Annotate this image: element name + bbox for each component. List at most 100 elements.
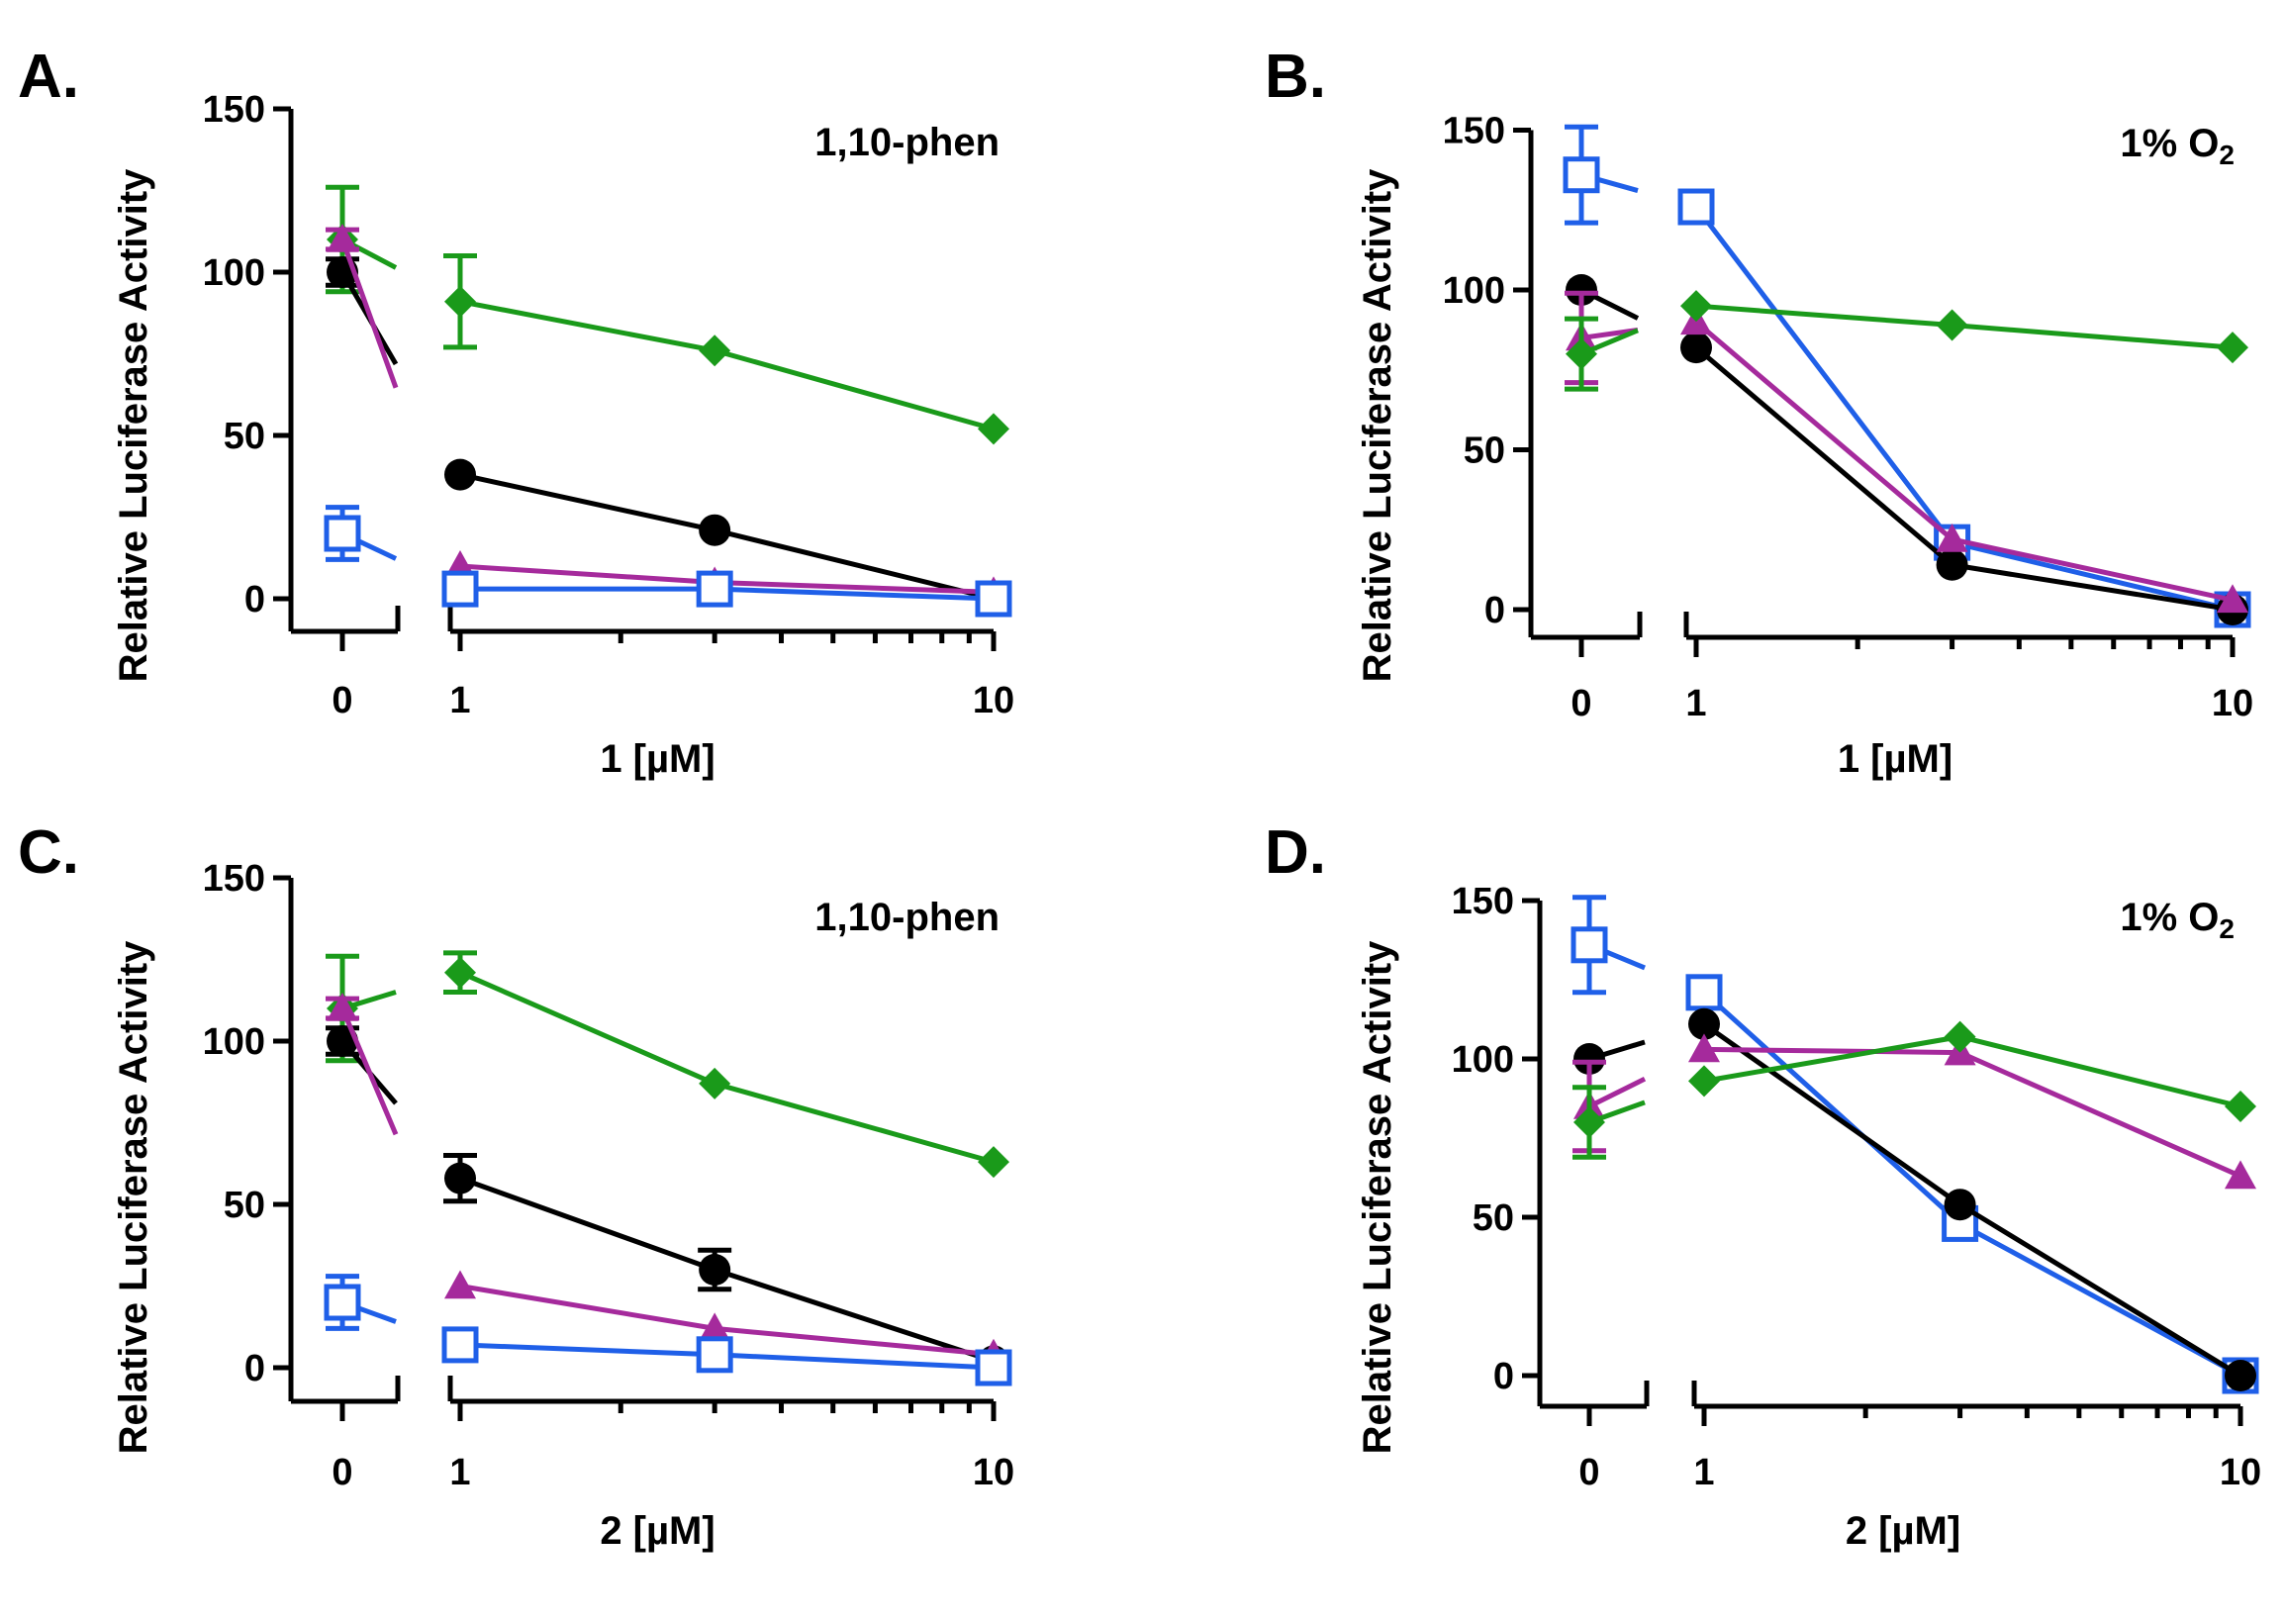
blue-square-marker — [975, 1349, 1012, 1386]
black-circle-marker — [2225, 1360, 2256, 1391]
blue-square-marker — [1677, 188, 1715, 226]
series-black-circle — [326, 1025, 1009, 1378]
black-circle-marker — [444, 458, 476, 491]
series-line — [459, 299, 995, 431]
x-axis-label: 2 [µM] — [600, 1509, 714, 1553]
y-tick-label: 50 — [224, 1185, 265, 1226]
y-tick-label: 0 — [1484, 590, 1505, 631]
green-diamond-marker — [2225, 1091, 2256, 1122]
black-circle-marker — [1688, 1007, 1720, 1040]
y-tick-label: 100 — [203, 252, 265, 294]
series-black-circle — [1566, 274, 2248, 625]
series-line-stub — [1580, 328, 1639, 340]
condition-title: 1,10-phen — [814, 121, 1000, 164]
green-diamond-marker — [1688, 1065, 1720, 1098]
condition-title-text: 1% O — [2120, 896, 2219, 939]
series-green-diamond — [1565, 290, 2248, 392]
magenta-triangle-marker — [327, 993, 358, 1021]
y-tick-label: 150 — [203, 89, 265, 131]
y-axis-label: Relative Luciferase Activity — [1356, 168, 1399, 683]
panel-label: C. — [18, 818, 79, 887]
series-green-diamond — [326, 950, 1009, 1179]
y-tick-label: 100 — [1443, 270, 1505, 312]
magenta-triangle-marker — [1936, 523, 1968, 552]
green-diamond-marker — [978, 1146, 1009, 1179]
x-tick-label: 1 — [449, 1452, 470, 1493]
condition-title: 1% O2 — [2120, 896, 2235, 944]
panel-c: C. 1,10-phen 0 50 100 150 Relative Luciferase … — [18, 818, 1014, 1553]
blue-square-marker — [324, 515, 361, 552]
x-axis-label: 1 [µM] — [600, 737, 714, 781]
blue-square-marker — [975, 580, 1012, 618]
blue-square-marker — [1571, 926, 1608, 964]
blue-square-marker — [696, 570, 733, 608]
x-axis-label: 1 [µM] — [1838, 737, 1952, 781]
black-circle-marker — [1936, 548, 1968, 581]
magenta-triangle-marker — [2217, 584, 2248, 614]
green-diamond-marker — [1944, 1020, 1976, 1053]
series-line — [459, 970, 995, 1165]
y-axis-label: Relative Luciferase Activity — [112, 940, 155, 1455]
y-tick-label: 150 — [203, 858, 265, 900]
y-tick-label: 150 — [1452, 881, 1514, 922]
magenta-triangle-marker — [444, 1270, 476, 1299]
y-tick-label: 0 — [244, 579, 265, 621]
green-diamond-marker — [1573, 1106, 1605, 1138]
black-circle-marker — [699, 514, 731, 546]
series-blue-square — [1563, 124, 2251, 628]
blue-square-marker — [324, 1284, 361, 1321]
x-tick-label: 10 — [2212, 683, 2253, 724]
condition-title-text: 1,10-phen — [814, 121, 1000, 164]
condition-title-subscript: 2 — [2219, 140, 2235, 170]
x-axis-label: 2 [µM] — [1846, 1509, 1960, 1553]
series-line-stub — [1587, 1076, 1647, 1109]
blue-square-marker — [1563, 156, 1600, 194]
condition-title: 1,10-phen — [814, 896, 1000, 939]
condition-title-text: 1% O — [2120, 122, 2219, 165]
x-tick-label: 0 — [332, 1452, 352, 1493]
green-diamond-marker — [444, 285, 476, 318]
magenta-triangle-marker — [327, 224, 358, 252]
series-green-diamond — [1572, 1020, 2256, 1160]
series-black-circle — [1573, 1007, 2256, 1391]
x-tick-label: 0 — [1571, 683, 1591, 724]
series-blue-square — [324, 1274, 1012, 1386]
green-diamond-marker — [2217, 332, 2248, 364]
x-tick-label: 10 — [973, 680, 1014, 721]
y-tick-label: 0 — [1493, 1356, 1514, 1397]
y-tick-label: 100 — [203, 1021, 265, 1063]
black-circle-marker — [1680, 332, 1712, 364]
green-diamond-marker — [1936, 309, 1968, 341]
y-axis-label: Relative Luciferase Activity — [1356, 940, 1399, 1455]
series-magenta-triangle — [1572, 1033, 2256, 1190]
magenta-triangle-marker — [1688, 1033, 1720, 1063]
y-axis-label: Relative Luciferase Activity — [112, 168, 155, 683]
x-tick-label: 1 — [1685, 683, 1706, 724]
y-tick-label: 50 — [1464, 430, 1505, 472]
green-diamond-marker — [978, 413, 1009, 445]
series-green-diamond — [326, 184, 1009, 445]
panel-label: B. — [1265, 43, 1326, 111]
x-tick-label: 0 — [1578, 1452, 1599, 1493]
blue-square-marker — [441, 1326, 479, 1364]
x-tick-label: 0 — [332, 680, 352, 721]
y-tick-label: 150 — [1443, 111, 1505, 152]
black-circle-marker — [1566, 274, 1597, 306]
green-diamond-marker — [444, 956, 476, 989]
series-blue-square — [1571, 895, 2259, 1394]
panel-label: A. — [18, 43, 79, 111]
y-tick-label: 50 — [224, 416, 265, 457]
black-circle-marker — [1573, 1043, 1605, 1075]
condition-title-subscript: 2 — [2219, 913, 2235, 944]
series-line-stub — [339, 239, 399, 389]
magenta-triangle-marker — [2225, 1160, 2256, 1190]
y-tick-label: 100 — [1452, 1039, 1514, 1081]
blue-square-marker — [441, 570, 479, 608]
magenta-triangle-marker — [699, 1312, 731, 1342]
series-line — [1703, 1034, 2241, 1109]
green-diamond-marker — [1680, 290, 1712, 323]
green-diamond-marker — [1566, 337, 1597, 370]
